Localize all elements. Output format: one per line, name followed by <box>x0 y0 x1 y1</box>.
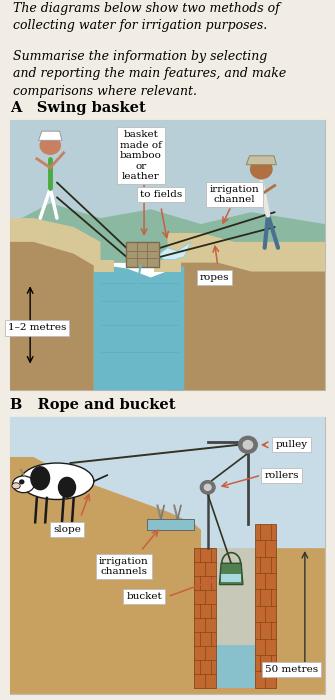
Circle shape <box>20 480 24 484</box>
Circle shape <box>243 440 253 449</box>
Text: 50 metres: 50 metres <box>265 665 318 674</box>
Polygon shape <box>10 218 100 391</box>
Bar <box>216 548 255 688</box>
Bar <box>216 645 255 688</box>
Text: irrigation
channel: irrigation channel <box>210 185 259 204</box>
Ellipse shape <box>20 463 94 500</box>
Text: slope: slope <box>53 526 81 534</box>
Text: to fields: to fields <box>140 190 182 199</box>
Polygon shape <box>157 242 191 260</box>
FancyBboxPatch shape <box>126 242 159 267</box>
Text: Summarise the information by selecting
and reporting the main features, and make: Summarise the information by selecting a… <box>13 50 287 98</box>
Bar <box>147 519 194 530</box>
Text: ropes: ropes <box>200 273 229 282</box>
Polygon shape <box>168 233 325 391</box>
Text: pulley: pulley <box>275 440 308 449</box>
Polygon shape <box>10 203 325 262</box>
Circle shape <box>204 484 211 491</box>
Text: rollers: rollers <box>264 470 298 480</box>
Circle shape <box>239 436 257 454</box>
FancyBboxPatch shape <box>10 120 325 391</box>
Polygon shape <box>246 156 276 164</box>
Ellipse shape <box>12 483 20 489</box>
Polygon shape <box>219 564 243 584</box>
Text: 1–2 metres: 1–2 metres <box>8 323 66 332</box>
Polygon shape <box>168 262 325 391</box>
Circle shape <box>40 136 60 154</box>
Circle shape <box>200 481 215 494</box>
Text: bucket: bucket <box>126 592 162 601</box>
Bar <box>221 574 241 582</box>
Polygon shape <box>10 242 94 391</box>
FancyBboxPatch shape <box>10 417 325 694</box>
Text: A   Swing basket: A Swing basket <box>10 101 146 115</box>
Bar <box>94 260 114 272</box>
Circle shape <box>251 160 272 178</box>
Polygon shape <box>39 131 62 141</box>
Polygon shape <box>10 457 325 694</box>
Polygon shape <box>94 265 184 391</box>
Bar <box>10 417 325 548</box>
Ellipse shape <box>30 466 50 491</box>
Bar <box>194 548 216 688</box>
Text: irrigation
channels: irrigation channels <box>99 556 149 576</box>
Ellipse shape <box>58 477 76 498</box>
Bar <box>154 260 181 272</box>
Text: B   Rope and bucket: B Rope and bucket <box>10 398 176 412</box>
Ellipse shape <box>13 476 35 493</box>
Bar <box>255 524 276 688</box>
Text: basket
made of
bamboo
or
leather: basket made of bamboo or leather <box>120 130 161 181</box>
Bar <box>10 120 325 262</box>
Text: The diagrams below show two methods of
collecting water for irrigation purposes.: The diagrams below show two methods of c… <box>13 2 280 32</box>
